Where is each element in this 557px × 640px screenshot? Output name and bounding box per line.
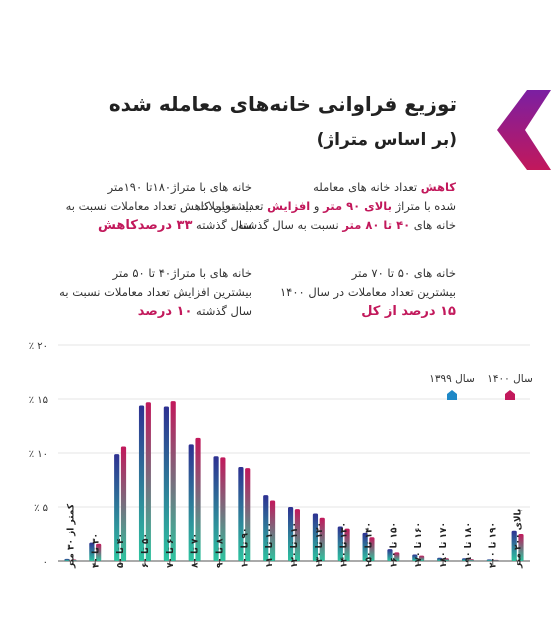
bar-chart: ۰ ٪ ۵ ٪ ۱۰ ٪ ۱۵ ٪ ۲۰ کمتر از ۳۰ متر ۳۰ تا ۴۰ ۴۰… xyxy=(29,341,533,569)
note-40-50: خانه های با متراژ۴۰ تا ۵۰ متر بیشترین اف… xyxy=(59,264,252,321)
note-text: تعداد خانه های معامله xyxy=(313,180,421,194)
bar-1400 xyxy=(369,537,375,561)
note-text: بیشترین افزایش تعداد معاملات نسبت به xyxy=(59,285,252,299)
x-tick-label: ۱۰۰ تا ۱۱۰ xyxy=(265,522,275,568)
note-text: بیشترین تعداد معاملات در سال ۱۴۰۰ xyxy=(279,285,456,299)
note-50-70: خانه های ۵۰ تا ۷۰ متر بیشترین تعداد معام… xyxy=(280,264,456,321)
x-tick-label: ۳۰ تا ۴۰ xyxy=(91,533,101,568)
bar-1399 xyxy=(64,558,70,561)
note-hl: کاهش xyxy=(420,180,456,194)
legend-swatch-icon xyxy=(505,390,515,400)
bar-1399 xyxy=(511,530,517,561)
bar-1400 xyxy=(96,543,102,561)
note-hl: ۱۵ درصد از کل xyxy=(361,304,456,319)
legend-swatch-icon xyxy=(447,390,457,400)
bar-1400 xyxy=(170,401,176,561)
x-tick-label: ۵۰ تا ۶۰ xyxy=(141,533,151,568)
bar-1399 xyxy=(486,559,492,561)
x-tick-label: ۶۰ تا ۷۰ xyxy=(166,533,176,568)
note-hl: ۴۰ تا ۸۰ متر xyxy=(342,218,411,232)
note-text: بیشترین کاهش تعداد معاملات نسبت به xyxy=(65,199,252,213)
y-tick-label: ٪ ۵ xyxy=(34,503,48,514)
x-tick-label: ۸۰ تا ۹۰ xyxy=(215,533,225,568)
note-text: خانه های با متراژ۴۰ تا ۵۰ متر xyxy=(112,266,252,280)
bar-1399 xyxy=(114,454,120,561)
y-tick-label: ٪ ۱۰ xyxy=(29,449,48,460)
note-hl: ۳۳ درصدکاهش xyxy=(97,218,193,233)
note-180-190: خانه های با متراژ۱۸۰تا ۱۹۰متر بیشترین کا… xyxy=(66,178,252,235)
bar-1400 xyxy=(245,468,251,561)
note-hl: بالای ۹۰ متر xyxy=(323,199,392,213)
note-text: خانه های xyxy=(410,218,456,232)
bar-1400 xyxy=(71,559,77,561)
bar-1400 xyxy=(319,517,325,561)
legend-label: سال ۱۳۹۹ xyxy=(429,373,475,385)
page-title: توزیع فراوانی خانه‌های معامله شده xyxy=(108,92,457,116)
bar-1400 xyxy=(493,559,499,561)
note-text: خانه های با متراژ۱۸۰تا ۱۹۰متر xyxy=(107,180,252,194)
bar-1400 xyxy=(294,509,300,561)
y-tick-label: ٪ ۲۰ xyxy=(29,341,48,352)
note-text: سال گذشته xyxy=(192,304,252,318)
bar-1399 xyxy=(412,554,418,561)
bar-1399 xyxy=(288,507,294,561)
x-tick-label: کمتر از ۳۰ متر xyxy=(66,503,76,569)
bar-1399 xyxy=(263,495,269,561)
x-tick-label: ۱۱۰ تا ۱۲۰ xyxy=(290,522,300,568)
x-tick-label: ۷۰ تا ۸۰ xyxy=(191,533,201,568)
bar-1399 xyxy=(163,406,169,561)
bar-1400 xyxy=(220,457,226,561)
bar-1400 xyxy=(518,534,524,561)
bar-1399 xyxy=(461,558,468,561)
bar-1400 xyxy=(443,558,450,561)
x-tick-label: بالای ۲۰۰ متر xyxy=(514,509,524,569)
note-text: خانه های ۵۰ تا ۷۰ متر xyxy=(351,266,456,280)
x-tick-label: ۱۵۰ تا ۱۶۰ xyxy=(389,522,399,568)
note-hl: ۱۰ درصد xyxy=(137,304,193,319)
note-decrease-increase: کاهش تعداد خانه های معامله شده با متراژ … xyxy=(198,178,456,235)
bar-1399 xyxy=(89,542,95,561)
bar-1399 xyxy=(387,549,393,561)
note-text: شده با متراژ xyxy=(391,199,456,213)
bar-1400 xyxy=(120,446,127,561)
bar-1399 xyxy=(138,405,145,561)
bar-1399 xyxy=(213,456,219,561)
bar-1399 xyxy=(437,557,443,561)
y-tick-label: ۰ xyxy=(43,557,48,568)
legend-label: سال ۱۴۰۰ xyxy=(487,373,533,385)
bar-1400 xyxy=(195,437,201,561)
bar-1399 xyxy=(238,467,244,561)
bar-1400 xyxy=(269,500,276,561)
bar-1399 xyxy=(312,513,319,561)
y-tick-label: ٪ ۱۵ xyxy=(29,395,48,406)
x-tick-label: ۱۹۰ تا ۲۰۰ xyxy=(489,522,499,568)
bar-1400 xyxy=(468,559,474,561)
bar-1399 xyxy=(188,444,194,561)
note-hl: افزایش xyxy=(267,199,311,213)
page-subtitle: (بر اساس متراژ) xyxy=(316,130,457,150)
bar-1400 xyxy=(344,528,350,561)
note-text: نسبت به سال گذشته xyxy=(237,218,343,232)
note-text: سال گذشته xyxy=(192,218,252,232)
x-tick-label: ۹۰ تا ۱۰۰ xyxy=(240,527,250,568)
x-tick-label: ۴۰ تا ۵۰ xyxy=(116,533,126,568)
chevron-logo-icon xyxy=(497,90,551,170)
note-text: تعداد معاملات xyxy=(197,199,268,213)
bar-1399 xyxy=(362,532,368,561)
bar-1399 xyxy=(337,526,343,561)
x-tick-label: ۱۶۰ تا ۱۷۰ xyxy=(414,522,424,568)
bar-1400 xyxy=(145,402,151,561)
note-text: و xyxy=(310,199,324,213)
bar-1400 xyxy=(419,555,425,561)
x-tick-label: ۱۷۰ تا ۱۸۰ xyxy=(439,522,449,568)
x-tick-label: ۱۳۰ تا ۱۴۰ xyxy=(340,522,350,568)
x-tick-label: ۱۲۰ تا ۱۳۰ xyxy=(315,522,325,568)
bar-1400 xyxy=(394,552,400,561)
x-tick-label: ۱۴۰ تا ۱۵۰ xyxy=(365,522,375,568)
x-tick-label: ۱۸۰ تا ۱۹۰ xyxy=(464,522,474,568)
